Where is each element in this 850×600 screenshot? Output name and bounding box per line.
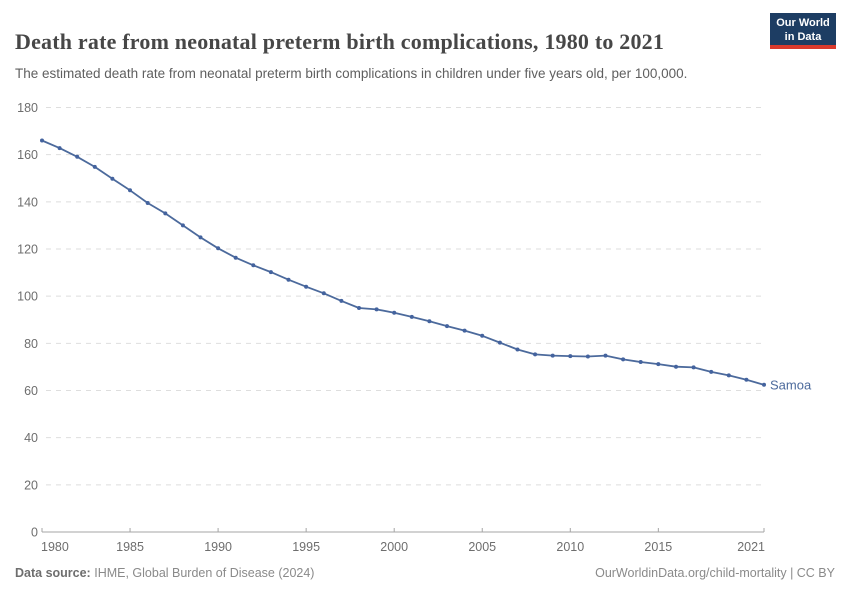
data-point [585,354,590,359]
data-line-samoa [41,139,765,386]
owid-logo-line2: in Data [784,31,822,44]
plot-area[interactable] [42,108,764,533]
entity-label-samoa[interactable]: Samoa [770,377,812,392]
data-point [392,310,397,315]
data-point [568,354,573,359]
y-axis-label: 100 [17,290,38,304]
y-axis-label: 60 [24,384,38,398]
data-point [110,176,115,181]
data-point [462,328,467,333]
data-point [40,138,44,143]
chart-subtitle: The estimated death rate from neonatal p… [15,65,688,81]
chart-footer: Data source: IHME, Global Burden of Dise… [15,566,835,580]
data-point [304,284,309,289]
data-point [691,365,696,370]
y-axis-label: 40 [24,431,38,445]
x-axis-label: 1980 [41,540,69,554]
y-axis-label: 160 [17,148,38,162]
data-point [674,364,678,369]
data-point [409,314,414,319]
data-point [515,347,520,352]
data-point [180,223,185,228]
x-axis-label: 2015 [644,540,672,554]
data-point [321,291,326,296]
y-axis-label: 120 [17,243,38,257]
y-axis-label: 20 [24,478,38,492]
data-point [198,235,203,240]
owid-logo[interactable]: Our World in Data [770,13,836,49]
data-point [374,307,379,312]
data-point [427,319,432,324]
data-point [621,357,626,362]
data-point [145,201,150,205]
x-axis-label: 2010 [556,540,584,554]
x-axis-label: 1985 [116,540,144,554]
data-point [128,188,132,193]
data-point [762,382,766,387]
data-point [251,263,256,268]
data-point [533,352,538,357]
y-axis-label: 180 [17,101,38,115]
data-point [57,146,62,151]
data-point [744,377,749,382]
y-axis-label: 0 [31,526,38,540]
data-point [603,353,608,358]
x-axis-label: 2000 [380,540,408,554]
y-axis-label: 80 [24,337,38,351]
data-point [268,270,273,275]
data-point [709,369,714,374]
data-source-value: IHME, Global Burden of Disease (2024) [94,566,315,580]
data-point [233,255,238,260]
data-point [339,298,344,303]
data-point [216,246,221,251]
data-point [357,306,361,310]
data-point [75,154,80,159]
y-axis-label: 140 [17,195,38,209]
data-point [550,353,555,358]
data-source-note: Data source: IHME, Global Burden of Dise… [15,566,314,580]
data-point [497,340,502,345]
data-point [656,362,661,367]
x-axis-label: 2005 [468,540,496,554]
page-title: Death rate from neonatal preterm birth c… [15,28,665,54]
data-point [638,360,643,364]
data-point [726,373,731,378]
owid-logo-line1: Our World [776,17,830,29]
data-source-label: Data source: [15,566,91,580]
data-point [163,211,168,216]
x-axis-label: 1995 [292,540,320,554]
x-axis-label: 2021 [737,540,765,554]
x-axis-label: 1990 [204,540,232,554]
data-point [445,324,449,329]
data-point [92,164,97,169]
data-point [480,333,485,338]
data-point [286,277,291,282]
owid-credit-link[interactable]: OurWorldinData.org/child-mortality | CC … [595,566,835,580]
